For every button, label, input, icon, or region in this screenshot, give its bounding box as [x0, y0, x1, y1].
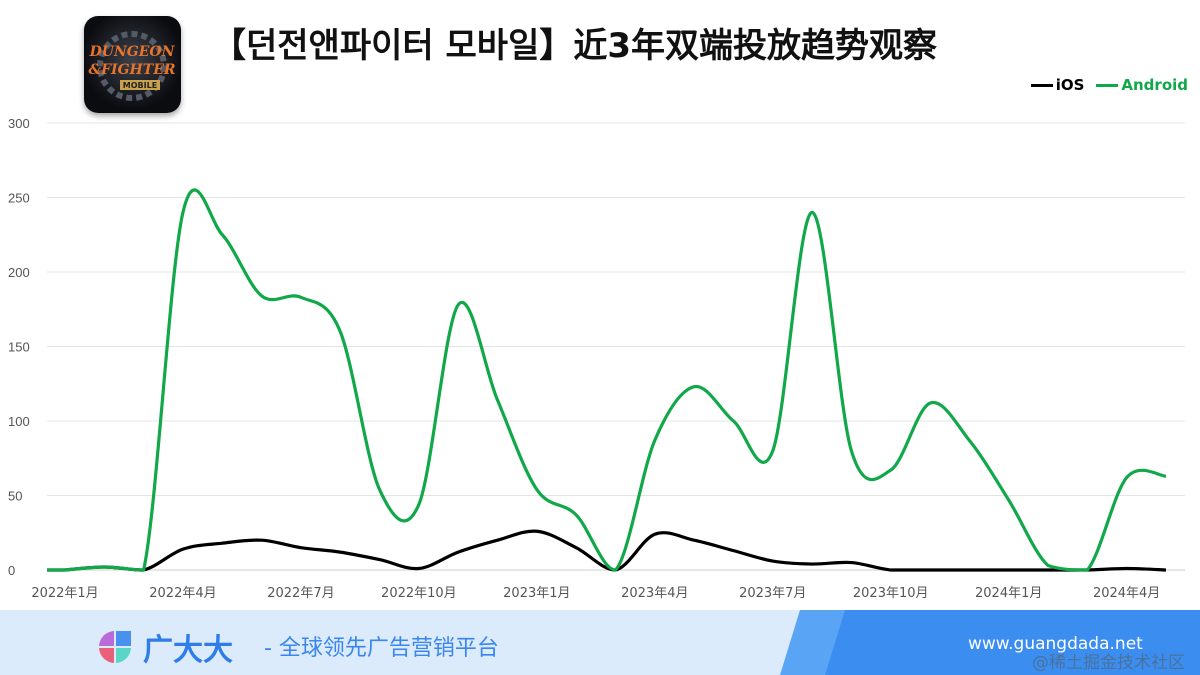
svg-text:MOBILE: MOBILE [123, 81, 157, 90]
legend-item-ios: iOS [1030, 76, 1084, 94]
game-logo: DUNGEON &FIGHTER MOBILE [84, 16, 181, 113]
footer-band [825, 610, 1200, 675]
y-tick-label: 250 [8, 191, 30, 206]
brand: 广大大 [97, 625, 233, 669]
x-tick-label: 2022年10月 [381, 586, 457, 601]
svg-text:DUNGEON: DUNGEON [89, 44, 176, 60]
y-tick-label: 100 [8, 414, 30, 429]
y-tick-label: 150 [8, 340, 30, 355]
svg-text:&FIGHTER: &FIGHTER [88, 62, 175, 78]
y-tick-label: 300 [8, 116, 30, 131]
slogan: - 全球领先广告营销平台 [264, 636, 499, 661]
x-tick-label: 2022年7月 [267, 586, 334, 601]
x-tick-label: 2023年1月 [503, 586, 570, 601]
website-link[interactable]: www.guangdada.net [968, 634, 1143, 654]
y-tick-label: 50 [8, 489, 22, 504]
legend-item-android: Android [1096, 76, 1188, 94]
legend: iOS Android [1030, 76, 1188, 94]
x-tick-label: 2022年1月 [31, 586, 98, 601]
x-tick-label: 2022年4月 [149, 586, 216, 601]
x-tick-label: 2023年10月 [853, 586, 929, 601]
x-tick-label: 2023年7月 [739, 586, 806, 601]
x-tick-label: 2024年1月 [975, 586, 1042, 601]
y-tick-label: 200 [8, 265, 30, 280]
brand-name: 广大大 [143, 633, 233, 668]
brand-logo-icon [99, 631, 131, 663]
y-tick-label: 0 [8, 563, 15, 578]
page-title: 【던전앤파이터 모바일】近3年双端投放趋势观察 [212, 26, 938, 66]
x-tick-label: 2024年4月 [1093, 586, 1160, 601]
watermark: @稀土掘金技术社区 [1032, 653, 1185, 673]
footer: 广大大 - 全球领先广告营销平台 www.guangdada.net @稀土掘金… [0, 610, 1200, 675]
x-tick-label: 2023年4月 [621, 586, 688, 601]
series-line-android [47, 188, 1167, 572]
line-chart: 0 50 100 150 200 250 300 2022年1月 2022年4月 2022年7月 2… [8, 116, 1185, 601]
